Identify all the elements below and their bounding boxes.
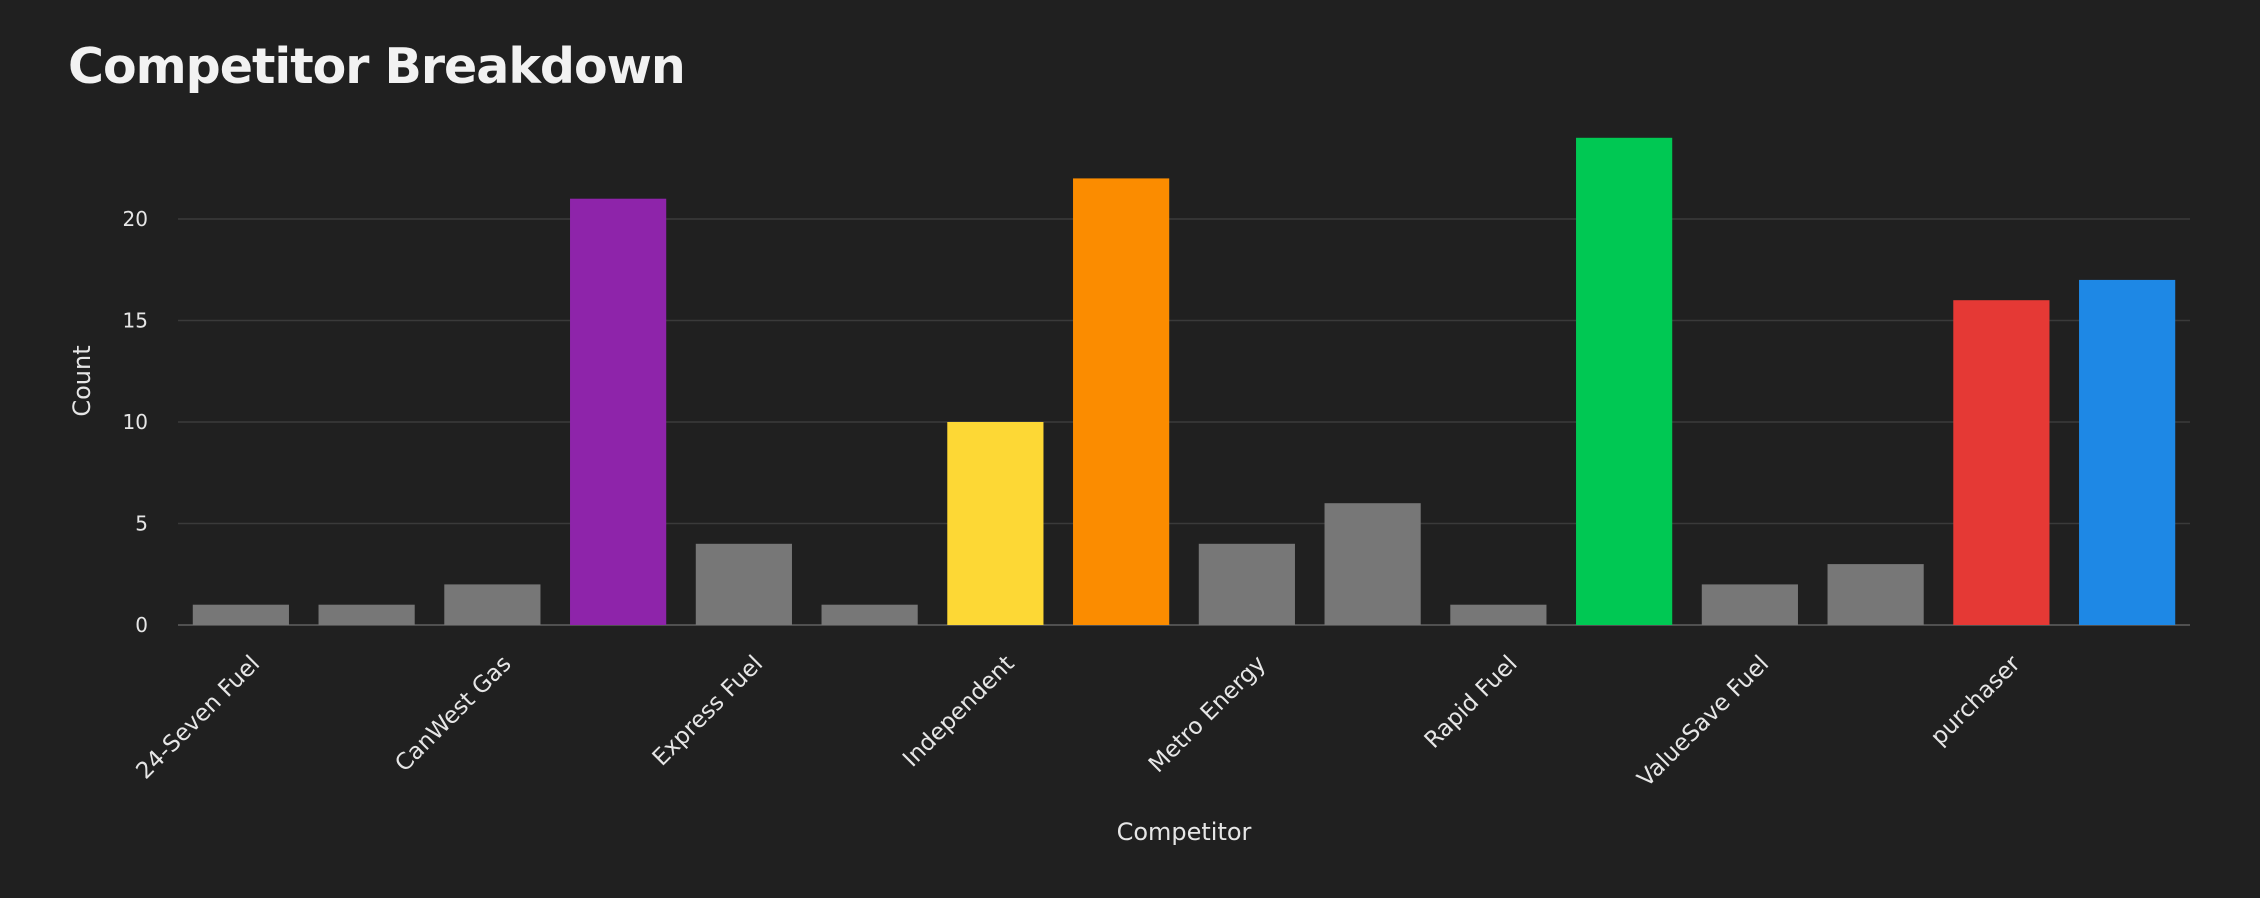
y-tick-label: 5 <box>135 512 148 536</box>
bar <box>192 604 289 625</box>
y-tick-label: 15 <box>123 309 148 333</box>
bar <box>1701 584 1798 625</box>
x-tick-label: CanWest Gas <box>390 651 516 777</box>
bar <box>1324 503 1421 625</box>
bar <box>1073 178 1170 625</box>
x-tick-label: ValueSave Fuel <box>1633 651 1774 792</box>
bar <box>1450 604 1547 625</box>
x-tick-label: purchaser <box>1926 650 2026 750</box>
x-tick-label: Rapid Fuel <box>1420 651 1523 754</box>
bar <box>444 584 541 625</box>
bar <box>947 422 1044 625</box>
y-axis-title: Count <box>68 345 96 416</box>
x-tick-label: Express Fuel <box>648 651 768 771</box>
y-tick-label: 10 <box>123 410 148 434</box>
chart-title: Competitor Breakdown <box>68 38 686 95</box>
y-axis-ticks: 0 5 10 15 20 <box>123 207 148 637</box>
bar <box>1953 300 2050 625</box>
bar <box>570 198 667 625</box>
bar <box>695 543 792 625</box>
x-tick-label: Metro Energy <box>1144 651 1271 778</box>
bar <box>1198 543 1295 625</box>
x-axis-title: Competitor <box>1117 818 1252 846</box>
x-tick-label: 24-Seven Fuel <box>131 651 265 785</box>
bar <box>821 604 918 625</box>
x-tick-label: Independent <box>898 651 1019 772</box>
bar <box>318 604 415 625</box>
x-axis-ticks: 24-Seven Fuel CanWest Gas Express Fuel Inde… <box>131 650 2026 792</box>
bars <box>192 137 2176 626</box>
bar <box>1827 564 1924 625</box>
bar <box>2079 279 2176 625</box>
bar <box>1576 137 1673 626</box>
y-tick-label: 0 <box>135 613 148 637</box>
y-tick-label: 20 <box>123 207 148 231</box>
